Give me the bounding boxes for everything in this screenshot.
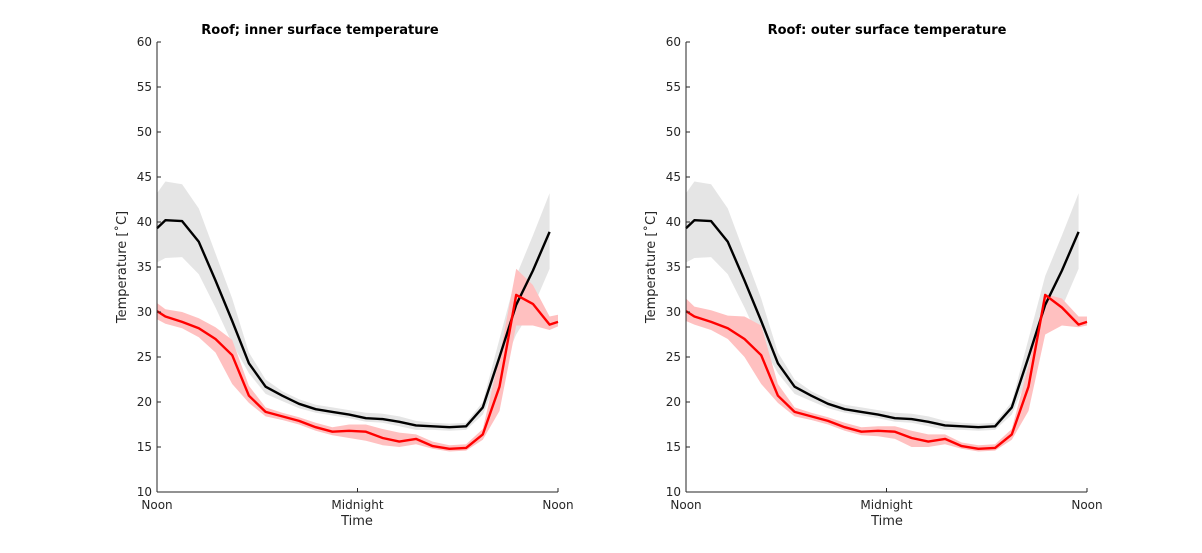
bands-layer [686, 181, 1087, 452]
y-tick-label: 50 [666, 125, 681, 139]
y-tick-label: 35 [137, 260, 152, 274]
lines-layer [685, 218, 1088, 450]
x-tick-label: Noon [141, 498, 172, 512]
y-tick-label: 60 [137, 35, 152, 49]
y-tick-label: 45 [666, 170, 681, 184]
lines-layer [156, 218, 559, 450]
x-tick-label: Noon [670, 498, 701, 512]
chart-title: Roof: outer surface temperature [768, 23, 1007, 38]
y-tick-label: 45 [137, 170, 152, 184]
chart-inner-surface: Roof; inner surface temperature 10 15 20 25… [114, 23, 574, 529]
y-tick-label: 30 [137, 305, 152, 319]
y-tick-label: 15 [137, 440, 152, 454]
x-tick-label: Noon [542, 498, 573, 512]
y-tick-label: 55 [137, 80, 152, 94]
series-0-line [156, 218, 551, 429]
y-tick-label: 60 [666, 35, 681, 49]
y-tick-label: 55 [666, 80, 681, 94]
y-tick-label: 20 [137, 395, 152, 409]
y-axis-label: Temperature [˚C] [114, 211, 130, 324]
y-tick-label: 10 [137, 485, 152, 499]
bands-layer [157, 181, 558, 452]
y-tick-label: 10 [666, 485, 681, 499]
y-tick-label: 25 [137, 350, 152, 364]
y-axis-label: Temperature [˚C] [643, 211, 659, 324]
y-tick-label: 50 [137, 125, 152, 139]
series-0-line [685, 218, 1080, 429]
series-1-line [685, 293, 1088, 450]
y-tick-label: 35 [666, 260, 681, 274]
x-tick-label: Noon [1071, 498, 1102, 512]
chart-title: Roof; inner surface temperature [201, 23, 439, 38]
x-tick-label: Midnight [860, 498, 912, 512]
y-tick-label: 40 [666, 215, 681, 229]
series-0-band [686, 181, 1079, 431]
y-tick-label: 20 [666, 395, 681, 409]
x-axis-label: Time [870, 514, 903, 529]
x-axis-label: Time [340, 514, 373, 529]
series-1-band [686, 294, 1087, 452]
x-tick-label: Midnight [331, 498, 383, 512]
y-tick-label: 15 [666, 440, 681, 454]
axes-layer: 10 15 20 25 30 35 40 45 50 55 60 Noon Midnight Noon [137, 35, 574, 512]
y-tick-label: 30 [666, 305, 681, 319]
axes-layer: 10 15 20 25 30 35 40 45 50 55 60 Noon Midnight Noon [666, 35, 1103, 512]
y-tick-label: 40 [137, 215, 152, 229]
series-1-line [156, 293, 559, 450]
y-tick-label: 25 [666, 350, 681, 364]
series-1-band [157, 268, 558, 452]
chart-outer-surface: Roof: outer surface temperature 10 15 20 25… [643, 23, 1103, 529]
series-0-band [157, 181, 550, 431]
